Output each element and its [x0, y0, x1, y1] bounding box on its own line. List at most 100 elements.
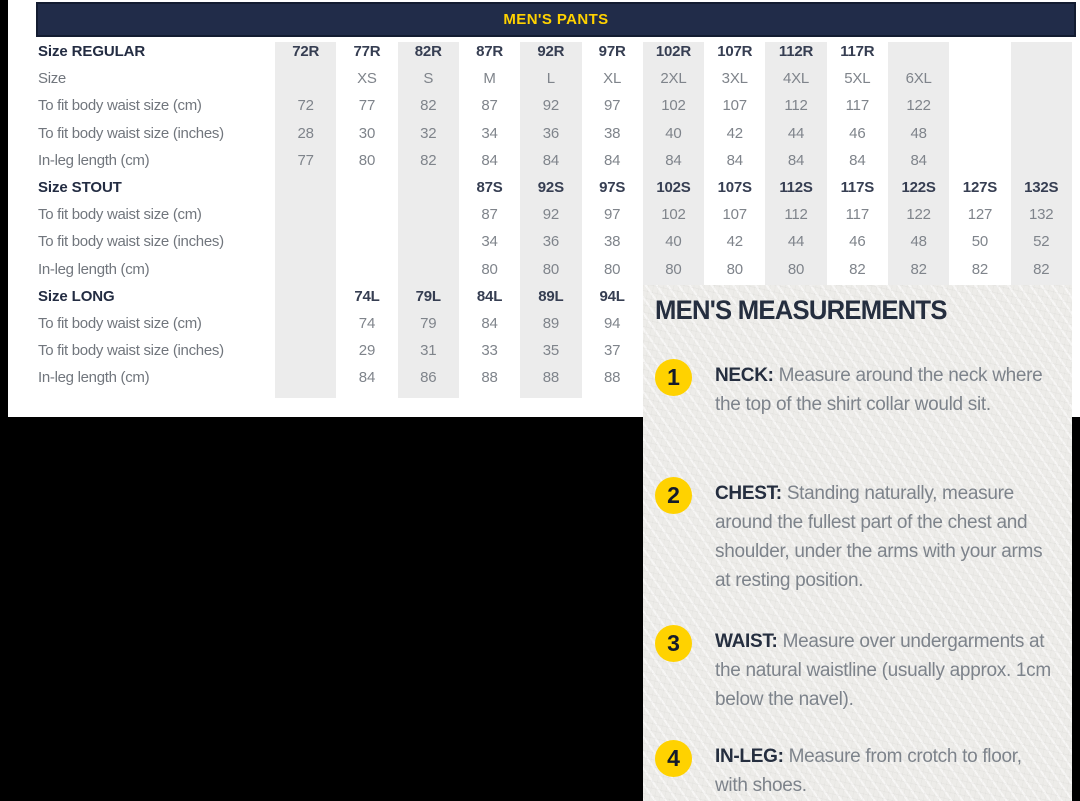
size-cell: 34 — [481, 233, 498, 251]
measurement-text: IN-LEG: Measure from crotch to floor, wi… — [715, 742, 1058, 800]
row-label: Size — [38, 70, 66, 88]
size-cell — [275, 174, 336, 201]
size-cell: 92 — [542, 206, 559, 224]
size-cell: 127 — [967, 206, 993, 224]
size-cell: 102 — [661, 206, 686, 224]
size-cell: 37 — [603, 342, 621, 360]
size-cell — [949, 147, 1010, 174]
size-cell: 30 — [358, 124, 376, 142]
size-cell: 74L — [354, 287, 380, 305]
size-cell — [1011, 65, 1072, 92]
size-cell: 38 — [603, 124, 621, 142]
size-cell: S — [423, 70, 434, 88]
size-cell: 132S — [1024, 178, 1059, 196]
size-cell: 127S — [962, 178, 998, 196]
size-cell: 80 — [542, 260, 559, 278]
size-cell: 84 — [849, 151, 866, 169]
size-cell — [336, 256, 397, 283]
size-cell: 87R — [476, 43, 503, 60]
size-cell — [336, 174, 397, 201]
size-cell — [1011, 38, 1072, 65]
size-cell: 112 — [784, 206, 808, 224]
size-cell: 74 — [358, 314, 376, 332]
size-cell: 80 — [787, 260, 805, 278]
size-cell: 107 — [722, 97, 748, 115]
size-cell — [275, 283, 336, 310]
size-cell: 42 — [726, 233, 743, 251]
size-cell: 40 — [665, 233, 682, 251]
size-cell: 88 — [542, 369, 559, 387]
size-cell: 97R — [598, 43, 626, 60]
size-cell: 80 — [481, 260, 498, 278]
size-cell: 2XL — [660, 70, 687, 88]
row-label: Size LONG — [38, 287, 115, 305]
size-cell: 48 — [910, 233, 927, 251]
size-cell: 82 — [971, 260, 989, 278]
size-cell: 32 — [420, 124, 437, 142]
size-cell: 94L — [599, 287, 625, 305]
size-cell: 42 — [726, 124, 743, 142]
measurement-text: NECK: Measure around the neck where the … — [715, 361, 1058, 419]
measurement-term: NECK: — [715, 365, 774, 386]
size-cell: 97 — [603, 97, 621, 115]
size-cell — [1011, 92, 1072, 119]
size-cell: 82 — [420, 151, 437, 169]
size-cell: 92 — [542, 97, 559, 115]
size-cell: 84 — [603, 151, 621, 169]
size-cell — [888, 38, 949, 65]
size-cell: 79L — [415, 287, 441, 305]
row-label: To fit body waist size (cm) — [38, 206, 202, 224]
size-cell: 112S — [779, 178, 813, 196]
size-cell: 80 — [665, 260, 682, 278]
size-cell: 44 — [787, 233, 805, 251]
measurement-item: 3 WAIST: Measure over undergarments at th… — [655, 625, 1058, 714]
size-cell: 84 — [481, 314, 498, 332]
row-label: To fit body waist size (cm) — [38, 314, 202, 332]
size-cell — [949, 38, 1010, 65]
size-cell: 107 — [722, 206, 748, 224]
size-cell: XL — [603, 70, 622, 88]
size-cell — [949, 65, 1010, 92]
size-cell — [398, 228, 459, 255]
table-title: MEN'S PANTS — [503, 11, 609, 28]
step-number-badge: 4 — [655, 740, 692, 777]
size-cell — [275, 228, 336, 255]
size-cell: 31 — [420, 342, 437, 360]
size-cell — [336, 201, 397, 228]
size-cell: 84 — [787, 151, 805, 169]
size-cell — [275, 337, 336, 364]
size-cell: 122S — [901, 178, 936, 196]
measurement-term: WAIST: — [715, 631, 778, 652]
size-cell: 77 — [297, 151, 314, 169]
measurements-panel: MEN'S MEASUREMENTS 1 NECK: Measure around… — [643, 285, 1072, 801]
row-label: Size REGULAR — [38, 43, 146, 60]
size-cell: 107S — [717, 178, 752, 196]
size-cell: 89L — [538, 287, 564, 305]
row-label: Size STOUT — [38, 178, 122, 196]
size-cell: 84 — [726, 151, 743, 169]
size-cell — [398, 174, 459, 201]
size-cell — [275, 256, 336, 283]
row-label: In-leg length (cm) — [38, 369, 150, 387]
size-cell: 52 — [1033, 233, 1050, 251]
size-cell: 80 — [726, 260, 743, 278]
measurement-desc: Measure around the neck where the top of… — [715, 365, 1043, 415]
measurement-term: IN-LEG: — [715, 746, 784, 767]
size-cell: 80 — [358, 151, 376, 169]
measurement-item: 4 IN-LEG: Measure from crotch to floor, w… — [655, 740, 1058, 800]
size-cell: 122 — [906, 97, 931, 115]
size-cell: 46 — [849, 124, 866, 142]
size-cell: 107R — [717, 43, 753, 60]
measurement-desc: Measure from crotch to floor, with shoes… — [715, 746, 1022, 796]
column-stripe — [397, 42, 459, 398]
size-cell: 92S — [537, 178, 564, 196]
size-cell: 40 — [665, 124, 682, 142]
size-cell — [398, 201, 459, 228]
row-label: In-leg length (cm) — [38, 260, 150, 278]
size-cell: 28 — [297, 124, 314, 142]
size-cell: 92R — [537, 43, 565, 60]
size-cell: 77 — [358, 97, 376, 115]
measurement-item: 2 CHEST: Standing naturally, measure arou… — [655, 477, 1058, 595]
size-cell: 33 — [481, 342, 498, 360]
